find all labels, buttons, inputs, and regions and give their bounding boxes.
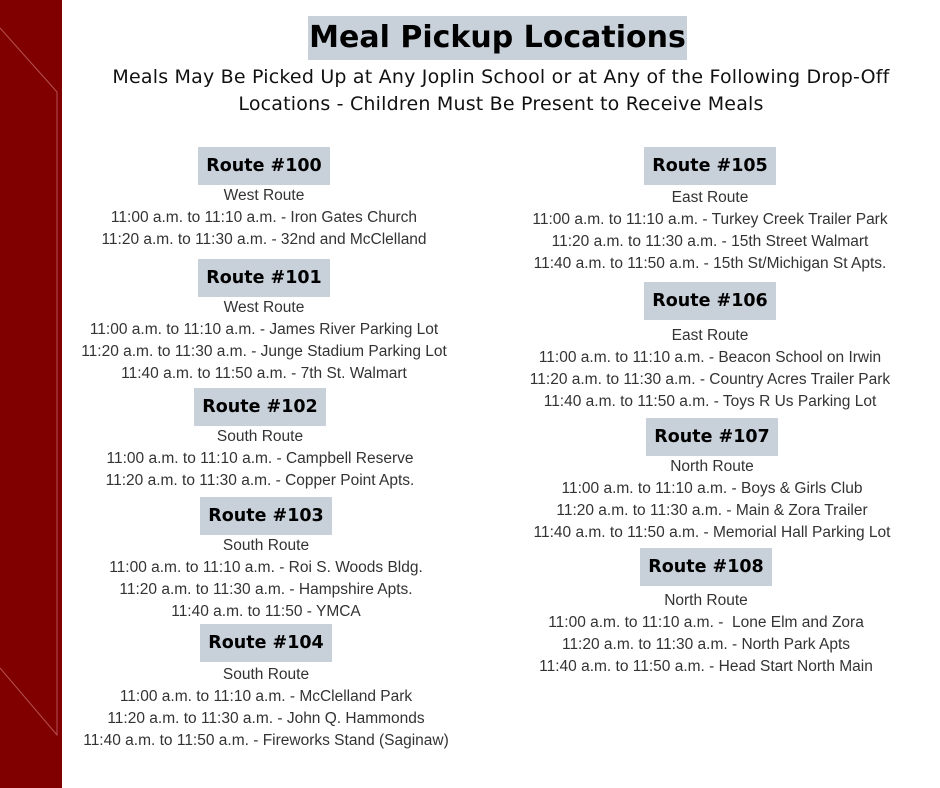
subtitle-line-1: Meals May Be Picked Up at Any Joplin Sch…: [112, 66, 890, 88]
route-header: Route #101: [198, 259, 330, 297]
route-block: Route #102 South Route 11:00 a.m. to 11:10…: [40, 388, 480, 492]
route-stop: 11:40 a.m. to 11:50 a.m. - Fireworks Sta…: [83, 732, 449, 749]
route-stop: 11:20 a.m. to 11:30 a.m. - Copper Point …: [105, 472, 415, 489]
decorative-sidebar: [0, 0, 62, 788]
route-stop: 11:40 a.m. to 11:50 a.m. - 7th St. Walma…: [121, 365, 407, 382]
route-block: Route #100 West Route 11:00 a.m. to 11:10 …: [44, 147, 484, 251]
route-stop: 11:20 a.m. to 11:30 a.m. - Hampshire Apt…: [119, 581, 413, 598]
route-header: Route #107: [646, 418, 778, 456]
route-header: Route #104: [200, 624, 332, 662]
route-header: Route #100: [198, 147, 330, 185]
route-block: Route #106 East Route 11:00 a.m. to 11:10 …: [490, 282, 930, 413]
route-stop: 11:20 a.m. to 11:30 a.m. - North Park Ap…: [561, 636, 851, 653]
route-stop: 11:00 a.m. to 11:10 a.m. - Campbell Rese…: [106, 450, 414, 467]
route-block: Route #105 East Route 11:00 a.m. to 11:10 …: [490, 147, 930, 275]
route-stop: 11:00 a.m. to 11:10 a.m. - Beacon School…: [538, 349, 882, 366]
route-stop: 11:00 a.m. to 11:10 a.m. - James River P…: [89, 321, 439, 338]
route-header: Route #108: [640, 548, 772, 586]
route-area: North Route: [670, 458, 754, 475]
route-area: South Route: [216, 428, 304, 445]
route-header: Route #102: [194, 388, 326, 426]
route-stop: 11:00 a.m. to 11:10 a.m. - Lone Elm and …: [548, 614, 864, 631]
route-stop: 11:40 a.m. to 11:50 - YMCA: [171, 603, 361, 620]
route-stop: 11:40 a.m. to 11:50 a.m. - Head Start No…: [539, 658, 873, 675]
route-stop: 11:00 a.m. to 11:10 a.m. - Roi S. Woods …: [109, 559, 423, 576]
sidebar-ornament: [0, 27, 58, 737]
route-stop: 11:20 a.m. to 11:30 a.m. - Junge Stadium…: [81, 343, 447, 360]
route-stop: 11:00 a.m. to 11:10 a.m. - Turkey Creek …: [532, 211, 888, 228]
route-area: East Route: [671, 327, 749, 344]
route-stop: 11:20 a.m. to 11:30 a.m. - John Q. Hammo…: [107, 710, 425, 727]
route-area: South Route: [222, 537, 310, 554]
route-header: Route #105: [644, 147, 776, 185]
route-area: North Route: [664, 592, 748, 609]
subtitle-line-2: Locations - Children Must Be Present to …: [238, 93, 764, 115]
route-block: Route #103 South Route 11:00 a.m. to 11:10…: [46, 497, 486, 623]
route-area: West Route: [223, 299, 305, 316]
route-area: West Route: [223, 187, 305, 204]
route-stop: 11:40 a.m. to 11:50 a.m. - Memorial Hall…: [533, 524, 891, 541]
route-header: Route #106: [644, 282, 776, 320]
route-block: Route #104 South Route 11:00 a.m. to 11:10…: [46, 624, 486, 752]
page-title: Meal Pickup Locations: [308, 16, 687, 60]
route-stop: 11:20 a.m. to 11:30 a.m. - 32nd and McCl…: [101, 231, 427, 248]
route-area: South Route: [222, 666, 310, 683]
route-stop: 11:00 a.m. to 11:10 a.m. - McClelland Pa…: [119, 688, 413, 705]
route-stop: 11:00 a.m. to 11:10 a.m. - Boys & Girls …: [561, 480, 863, 497]
route-stop: 11:20 a.m. to 11:30 a.m. - Country Acres…: [529, 371, 891, 388]
route-block: Route #101 West Route 11:00 a.m. to 11:10 …: [44, 259, 484, 385]
route-header: Route #103: [200, 497, 332, 535]
route-stop: 11:40 a.m. to 11:50 a.m. - 15th St/Michi…: [533, 255, 887, 272]
route-stop: 11:20 a.m. to 11:30 a.m. - Main & Zora T…: [556, 502, 868, 519]
route-block: Route #107 North Route 11:00 a.m. to 11:10…: [492, 418, 932, 544]
route-block: Route #108 North Route 11:00 a.m. to 11:10…: [486, 548, 926, 678]
route-stop: 11:40 a.m. to 11:50 a.m. - Toys R Us Par…: [543, 393, 877, 410]
route-stop: 11:20 a.m. to 11:30 a.m. - 15th Street W…: [551, 233, 869, 250]
route-stop: 11:00 a.m. to 11:10 a.m. - Iron Gates Ch…: [110, 209, 418, 226]
route-area: East Route: [671, 189, 749, 206]
